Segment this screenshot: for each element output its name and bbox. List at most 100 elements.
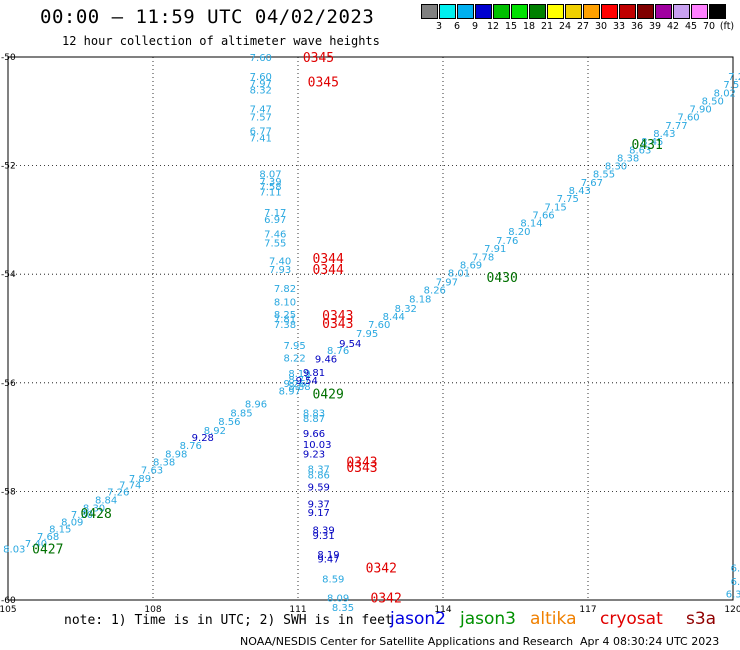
legend-swatch <box>691 4 708 19</box>
wave-height-label: 8.83 <box>303 409 325 420</box>
legend-swatch <box>475 4 492 19</box>
pass-time-label: 0343 <box>346 456 377 471</box>
wave-height-label: 8.77 <box>288 375 310 386</box>
wave-height-label: 8.30 <box>83 504 105 515</box>
legend-swatch <box>619 4 636 19</box>
wave-height-label: 7.40 <box>25 539 47 550</box>
wave-height-label: 9.54 <box>296 376 318 387</box>
legend-label: 42 <box>666 21 680 32</box>
pass-time-label: 0345 <box>308 75 339 90</box>
wave-height-label: 7.17 <box>264 208 286 219</box>
x-tick-label: 117 <box>579 605 596 615</box>
wave-height-label: 8.03 <box>3 544 25 555</box>
legend-label: 39 <box>648 21 662 32</box>
wave-height-label: 10.03 <box>303 440 332 451</box>
legend-label: 70 <box>702 21 716 32</box>
pass-time-label: 0345 <box>303 51 334 66</box>
wave-height-label: 8.22 <box>284 353 306 364</box>
wave-height-label: 9.54 <box>339 339 361 350</box>
wave-height-label: 8.86 <box>308 471 330 482</box>
wave-height-label: 8.38 <box>617 153 639 164</box>
wave-height-label: 7.38 <box>274 320 296 331</box>
legend-label: 27 <box>576 21 590 32</box>
wave-height-label: 8.09 <box>61 517 83 528</box>
legend-label: 33 <box>612 21 626 32</box>
legend-label: 24 <box>558 21 572 32</box>
pass-time-label: 0344 <box>313 263 344 278</box>
legend-swatch <box>529 4 546 19</box>
wave-height-label: 9.31 <box>313 531 335 542</box>
wave-height-label: 6.77 <box>250 126 272 137</box>
wave-height-label: 8.92 <box>204 426 226 437</box>
legend-label: 36 <box>630 21 644 32</box>
pass-time-label: 0344 <box>313 252 344 267</box>
y-tick-label: -54 <box>1 270 16 280</box>
wave-height-label: 6.3 <box>731 563 740 574</box>
wave-height-label: 8.32 <box>250 86 272 97</box>
wave-height-label: 7.81 <box>274 315 296 326</box>
legend-label: 3 <box>435 21 443 32</box>
wave-height-label: 7.74 <box>119 480 141 491</box>
wave-height-label: 8.10 <box>274 297 296 308</box>
wave-height-label: 7.15 <box>545 202 567 213</box>
wave-height-label: 8.26 <box>424 285 446 296</box>
legend-label: 12 <box>486 21 500 32</box>
satellite-name: jason3 <box>460 609 516 629</box>
wave-height-label: 8.45 <box>641 137 663 148</box>
color-scale-legend <box>421 4 727 19</box>
wave-height-label: 8.87 <box>303 414 325 425</box>
legend-swatch <box>601 4 618 19</box>
wave-height-label: 8.14 <box>520 219 542 230</box>
pass-time-label: 0428 <box>81 507 112 522</box>
wave-height-label: 7.77 <box>665 121 687 132</box>
wave-height-label: 9.59 <box>308 483 330 494</box>
wave-height-label: 7.60 <box>250 53 272 64</box>
wave-height-label: 7.24 <box>728 72 740 83</box>
wave-height-label: 7.95 <box>356 329 378 340</box>
wave-height-label: 9.37 <box>308 499 330 510</box>
wave-height-label: 7.11 <box>259 188 281 199</box>
wave-height-label: 7.66 <box>532 210 554 221</box>
x-tick-label: 120 <box>724 605 740 615</box>
pass-time-label: 0342 <box>366 561 397 576</box>
legend-swatch <box>637 4 654 19</box>
wave-height-label: 7.76 <box>496 236 518 247</box>
legend-label: 9 <box>471 21 479 32</box>
legend-swatch <box>565 4 582 19</box>
legend-swatch <box>511 4 528 19</box>
wave-height-label: 8.69 <box>460 260 482 271</box>
wave-height-label: 7.53 <box>723 80 740 91</box>
wave-height-label: 8.76 <box>180 441 202 452</box>
credit-text: NOAA/NESDIS Center for Satellite Applica… <box>240 635 574 648</box>
x-tick-label: 111 <box>289 605 306 615</box>
wave-height-label: 8.43 <box>653 129 675 140</box>
wave-height-label: 8.97 <box>279 386 301 397</box>
wave-height-label: 8.76 <box>327 346 349 357</box>
pass-time-label: 0431 <box>632 138 663 153</box>
wave-height-label: 9.81 <box>303 368 325 379</box>
wave-height-label: 8.25 <box>274 310 296 321</box>
wave-height-label: 8.07 <box>259 170 281 181</box>
wave-height-label: 8.96 <box>245 399 267 410</box>
wave-height-label: 7.90 <box>690 105 712 116</box>
legend-swatch <box>709 4 726 19</box>
legend-swatch <box>457 4 474 19</box>
wave-height-label: 8.20 <box>508 227 530 238</box>
color-scale-labels: 3 6 9 12 15 18 21 24 27 30 33 36 39 42 45 70 (ft) <box>421 21 740 35</box>
wave-height-label: 9.28 <box>192 433 214 444</box>
legend-swatch <box>673 4 690 19</box>
y-tick-label: -50 <box>1 53 16 63</box>
wave-height-label: 9.26 <box>284 379 306 390</box>
wave-height-label: 7.60 <box>677 113 699 124</box>
wave-height-label: 8.85 <box>230 409 252 420</box>
wave-height-label: 7.41 <box>250 133 272 144</box>
wave-height-label: 8.18 <box>409 295 431 306</box>
map-subtitle: 12 hour collection of altimeter wave hei… <box>62 34 380 48</box>
legend-swatch <box>439 4 456 19</box>
wave-height-label: 8.59 <box>322 574 344 585</box>
wave-height-label: 8.09 <box>327 593 349 604</box>
legend-swatch <box>655 4 672 19</box>
wave-height-label: 7.97 <box>250 79 272 90</box>
legend-swatch <box>493 4 510 19</box>
